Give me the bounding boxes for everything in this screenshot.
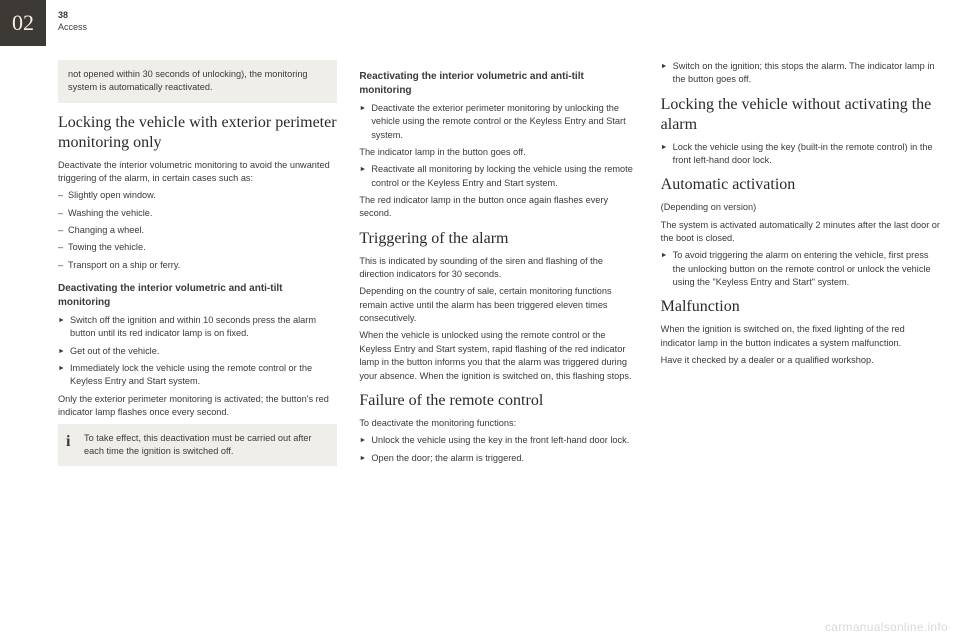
body-text: To deactivate the monitoring functions: xyxy=(359,417,638,430)
instruction-step: Unlock the vehicle using the key in the … xyxy=(359,434,638,447)
body-text: Deactivate the interior volumetric monit… xyxy=(58,159,337,186)
body-text: The indicator lamp in the button goes of… xyxy=(359,146,638,159)
info-box-note: i To take effect, this deactivation must… xyxy=(58,424,337,467)
body-text: When the vehicle is unlocked using the r… xyxy=(359,329,638,382)
list-item: Towing the vehicle. xyxy=(58,241,337,254)
list-item: Washing the vehicle. xyxy=(58,207,337,220)
info-box-continuation: not opened within 30 seconds of unlockin… xyxy=(58,60,337,103)
instruction-step: Reactivate all monitoring by locking the… xyxy=(359,163,638,190)
page-header: 38 Access xyxy=(58,10,87,33)
body-text: When the ignition is switched on, the fi… xyxy=(661,323,940,350)
instruction-step: Deactivate the exterior perimeter monito… xyxy=(359,102,638,142)
heading-locking-without-alarm: Locking the vehicle without activating t… xyxy=(661,95,940,135)
section-name: Access xyxy=(58,22,87,34)
body-text: Have it checked by a dealer or a qualifi… xyxy=(661,354,940,367)
subheading-deactivating: Deactivating the interior volumetric and… xyxy=(58,282,337,309)
instruction-step: Switch off the ignition and within 10 se… xyxy=(58,314,337,341)
instruction-step: Lock the vehicle using the key (built-in… xyxy=(661,141,940,168)
heading-failure-remote: Failure of the remote control xyxy=(359,391,638,411)
list-item: Slightly open window. xyxy=(58,189,337,202)
subheading-reactivating: Reactivating the interior volumetric and… xyxy=(359,70,638,97)
body-text: The system is activated automatically 2 … xyxy=(661,219,940,246)
instruction-step: Open the door; the alarm is triggered. xyxy=(359,452,638,465)
heading-triggering: Triggering of the alarm xyxy=(359,229,638,249)
body-text: Only the exterior perimeter monitoring i… xyxy=(58,393,337,420)
column-2: Reactivating the interior volumetric and… xyxy=(359,60,638,620)
body-text: (Depending on version) xyxy=(661,201,940,214)
heading-malfunction: Malfunction xyxy=(661,297,940,317)
chapter-badge: 02 xyxy=(0,0,46,46)
list-item: Transport on a ship or ferry. xyxy=(58,259,337,272)
body-text: Depending on the country of sale, certai… xyxy=(359,285,638,325)
page-number: 38 xyxy=(58,10,87,22)
content-columns: not opened within 30 seconds of unlockin… xyxy=(58,60,940,620)
column-1: not opened within 30 seconds of unlockin… xyxy=(58,60,337,620)
body-text: This is indicated by sounding of the sir… xyxy=(359,255,638,282)
body-text: The red indicator lamp in the button onc… xyxy=(359,194,638,221)
list-item: Changing a wheel. xyxy=(58,224,337,237)
info-icon: i xyxy=(66,430,70,453)
instruction-step: Get out of the vehicle. xyxy=(58,345,337,358)
watermark: carmanualsonline.info xyxy=(825,620,948,634)
instruction-step: Switch on the ignition; this stops the a… xyxy=(661,60,940,87)
column-3: Switch on the ignition; this stops the a… xyxy=(661,60,940,620)
instruction-step: To avoid triggering the alarm on enterin… xyxy=(661,249,940,289)
heading-locking-exterior: Locking the vehicle with exterior perime… xyxy=(58,113,337,153)
info-text: To take effect, this deactivation must b… xyxy=(84,433,312,456)
heading-automatic-activation: Automatic activation xyxy=(661,175,940,195)
instruction-step: Immediately lock the vehicle using the r… xyxy=(58,362,337,389)
